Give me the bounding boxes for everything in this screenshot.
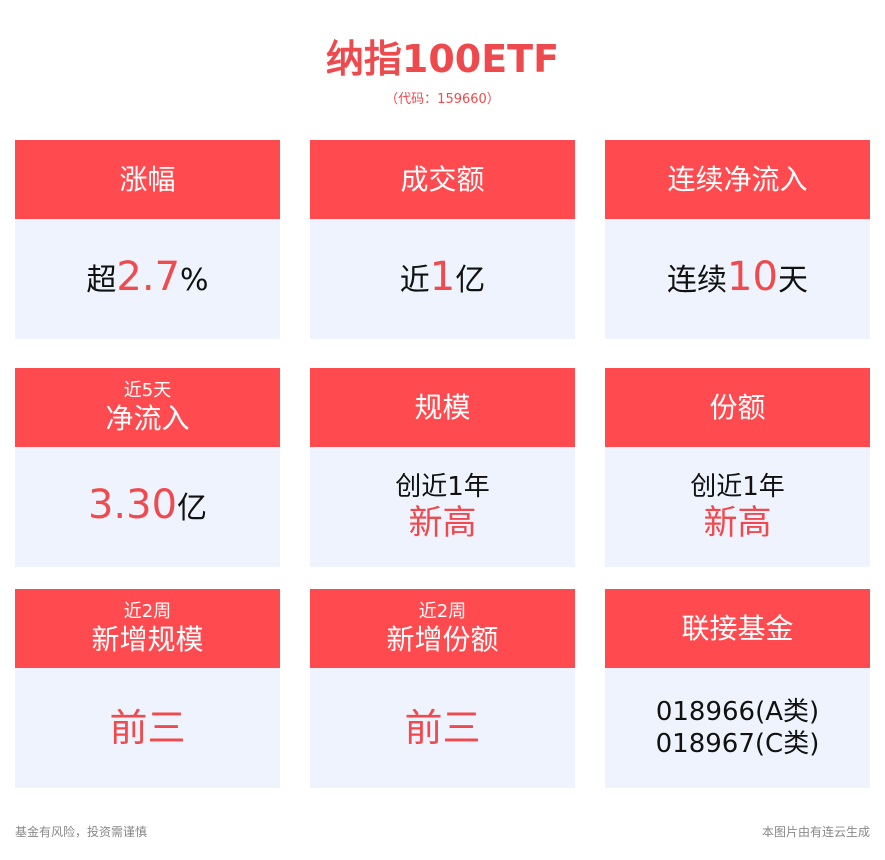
card-label: 新增份额 [386,622,499,656]
card-value: 10 [727,254,778,300]
card-header: 联接基金 [605,589,870,668]
card-label: 新增规模 [91,622,204,656]
card-body: 018966(A类) 018967(C类) [605,668,870,788]
card-body: 连续10天 [605,219,870,339]
card-label: 联接基金 [681,611,794,645]
card-body: 3.30亿 [15,447,280,567]
card-value: 前三 [109,706,186,750]
fund-code: （代码：159660） [385,92,500,107]
card-header: 近5天 净流入 [15,368,280,447]
card-shares: 份额 创近1年 新高 [605,368,870,567]
card-value: 新高 [408,503,477,543]
card-value: 1 [429,254,456,300]
card-value: 2.7 [116,254,181,300]
card-change: 涨幅 超2.7% [15,140,280,339]
card-new-shares: 近2周 新增份额 前三 [310,589,575,788]
card-header: 规模 [310,368,575,447]
card-label: 涨幅 [119,162,176,196]
fund-code-a: 018966(A类) [655,697,820,727]
card-value-line1: 创近1年 [395,472,490,502]
card-header: 近2周 新增份额 [310,589,575,668]
card-body: 前三 [310,668,575,788]
card-header: 份额 [605,368,870,447]
card-value: 3.30 [87,482,178,528]
card-sublabel: 近2周 [123,600,172,622]
value-prefix: 连续 [667,263,728,298]
card-feeder-fund: 联接基金 018966(A类) 018967(C类) [605,589,870,788]
value-prefix: 超 [86,263,117,298]
card-label: 份额 [709,390,766,424]
value-suffix: % [180,263,209,298]
card-body: 超2.7% [15,219,280,339]
card-label: 规模 [414,390,471,424]
card-sublabel: 近5天 [123,379,172,401]
generated-by-note: 本图片由有连云生成 [761,825,870,839]
card-label: 成交额 [400,162,485,196]
value-prefix: 近 [399,263,430,298]
card-body: 前三 [15,668,280,788]
value-suffix: 亿 [177,491,208,526]
page-title: 纳指100ETF [325,37,560,81]
fund-code-c: 018967(C类) [655,729,820,759]
card-value: 新高 [703,503,772,543]
card-header: 近2周 新增规模 [15,589,280,668]
card-value: 前三 [404,706,481,750]
card-value-line1: 创近1年 [690,472,785,502]
card-turnover: 成交额 近1亿 [310,140,575,339]
value-suffix: 亿 [455,263,486,298]
card-header: 连续净流入 [605,140,870,219]
card-body: 创近1年 新高 [605,447,870,567]
card-label: 连续净流入 [667,162,808,196]
card-body: 近1亿 [310,219,575,339]
card-new-scale: 近2周 新增规模 前三 [15,589,280,788]
card-sublabel: 近2周 [418,600,467,622]
card-label: 净流入 [105,401,190,435]
risk-disclaimer: 基金有风险，投资需谨慎 [15,825,148,839]
card-header: 成交额 [310,140,575,219]
value-suffix: 天 [777,263,808,298]
card-consecutive-inflow: 连续净流入 连续10天 [605,140,870,339]
card-header: 涨幅 [15,140,280,219]
card-body: 创近1年 新高 [310,447,575,567]
card-5day-inflow: 近5天 净流入 3.30亿 [15,368,280,567]
card-scale: 规模 创近1年 新高 [310,368,575,567]
